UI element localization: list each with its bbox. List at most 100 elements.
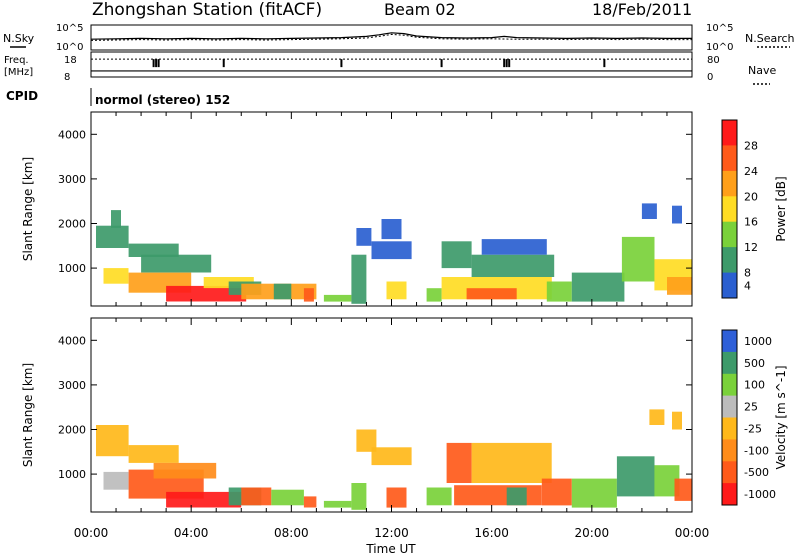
colorbar-label-3: 25 — [744, 401, 758, 414]
noise-left-tick-bottom: 10^0 — [56, 42, 83, 53]
colorbar-label-0: 28 — [744, 139, 758, 152]
heatmap-cell-11 — [351, 483, 367, 510]
y-tick-label-0: 1000 — [58, 468, 86, 481]
heatmap-cell-2 — [103, 471, 129, 490]
heatmap-cell-7 — [241, 487, 272, 506]
heatmap-cells — [96, 409, 692, 510]
heatmap-cell-19 — [441, 241, 472, 269]
freq-panel: Freq. [MHz] 18 8 80 0 Nave — [4, 51, 776, 85]
x-tick-label-6: 00:00 — [675, 526, 710, 540]
nave-dip-7 — [505, 59, 508, 68]
freq-unit-label: [MHz] — [4, 67, 33, 78]
heatmap-cell-2 — [128, 243, 179, 257]
y-axis-label: Slant Range [km] — [21, 363, 35, 467]
velocity-colorbar: 1000 500 100 25 -25 -100 -500 -1000 Velocity [m … — [721, 329, 788, 506]
colorbar-swatch-5 — [722, 247, 737, 273]
heatmap-cell-19 — [506, 487, 527, 506]
colorbar-label-4: 12 — [744, 241, 758, 254]
station-title: Zhongshan Station (fitACF) — [92, 0, 322, 20]
colorbar-swatch-4 — [722, 417, 737, 440]
y-tick-label-3: 4000 — [58, 334, 86, 347]
heatmap-cell-12 — [356, 429, 377, 452]
heatmap-cell-5 — [166, 491, 242, 508]
colorbar-swatch-0 — [722, 120, 737, 146]
heatmap-cell-10 — [273, 283, 292, 300]
heatmap-cell-30 — [667, 277, 692, 295]
heatmap-cell-8 — [271, 489, 304, 506]
nave-dip-5 — [440, 59, 443, 68]
x-axis-label: Time UT — [365, 542, 416, 554]
colorbar-label-2: 100 — [744, 379, 765, 392]
heatmap-cell-0 — [96, 225, 129, 248]
x-tick-label-4: 16:00 — [474, 526, 509, 540]
colorbar-swatch-7 — [722, 483, 737, 506]
beam-label: Beam 02 — [384, 0, 456, 19]
colorbar-label-1: 24 — [744, 165, 758, 178]
nave-dip-8 — [508, 59, 511, 68]
colorbar-label-5: -100 — [744, 444, 769, 457]
heatmap-cell-6 — [166, 285, 247, 302]
colorbar-title: Power [dB] — [774, 176, 788, 241]
heatmap-cell-26 — [674, 478, 692, 501]
colorbar-label-6: -500 — [744, 466, 769, 479]
colorbar-swatch-6 — [722, 461, 737, 484]
heatmap-cell-17 — [381, 219, 402, 240]
nave-dip-3 — [222, 59, 225, 68]
noise-right-tick-top: 10^5 — [706, 23, 733, 34]
heatmap-cell-0 — [96, 425, 129, 457]
colorbar-swatch-1 — [722, 145, 737, 172]
x-tick-label-2: 08:00 — [274, 526, 309, 540]
nave-dip-4 — [340, 59, 343, 68]
nave-tick-bottom: 0 — [707, 72, 713, 83]
heatmap-cell-13 — [351, 254, 367, 304]
nave-dip-6 — [503, 59, 506, 68]
colorbar-label-3: 16 — [744, 216, 758, 229]
heatmap-cell-9 — [303, 496, 317, 508]
nave-dip-2 — [157, 59, 160, 68]
colorbar-swatch-2 — [722, 170, 737, 197]
freq-tick-top: 18 — [64, 55, 77, 66]
colorbar-label-2: 20 — [744, 190, 758, 203]
y-tick-label-1: 2000 — [58, 423, 86, 436]
colorbar-label-6: 4 — [744, 279, 751, 292]
colorbar-swatch-3 — [722, 196, 737, 223]
y-axis-label: Slant Range [km] — [21, 157, 35, 261]
heatmap-cell-1 — [111, 210, 121, 228]
x-tick-label-0: 00:00 — [74, 526, 109, 540]
heatmap-cell-16 — [446, 442, 472, 483]
heatmap-cell-28 — [672, 205, 682, 224]
colorbar-title: Velocity [m s^-1] — [774, 365, 788, 469]
power-panel: 1000 2000 3000 4000 Slant Range [km] — [21, 111, 693, 307]
noise-left-tick-top: 10^5 — [56, 23, 83, 34]
heatmap-cell-15 — [426, 487, 452, 506]
colorbar-swatch-0 — [722, 330, 737, 353]
noise-search-trace — [90, 33, 692, 41]
cpid-text: normol (stereo) 152 — [95, 93, 230, 107]
nave-dip-1 — [155, 59, 158, 68]
heatmap-cell-17 — [471, 442, 552, 483]
x-tick-label-5: 20:00 — [575, 526, 610, 540]
colorbar-swatch-2 — [722, 373, 737, 397]
heatmap-cell-20 — [541, 478, 572, 506]
nave-dips — [152, 59, 606, 68]
heatmap-cell-18 — [454, 485, 542, 506]
heatmap-cell-24 — [546, 281, 572, 302]
power-colorbar: 28 24 20 16 12 84 Power [dB] — [721, 119, 788, 299]
colorbar-label-1: 500 — [744, 357, 765, 370]
noise-sky-label: N.Sky — [3, 32, 35, 45]
x-tick-label-3: 12:00 — [374, 526, 409, 540]
heatmap-cell-22 — [616, 456, 655, 497]
noise-right-tick-bottom: 10^0 — [706, 42, 733, 53]
nave-dip-0 — [152, 59, 155, 68]
heatmap-cell-21 — [571, 478, 617, 508]
heatmap-cell-1 — [128, 445, 179, 463]
heatmap-cell-18 — [426, 288, 442, 302]
heatmap-cell-16 — [371, 241, 412, 260]
nave-tick-top: 80 — [707, 55, 720, 66]
heatmap-cell-26 — [621, 236, 655, 282]
heatmap-cell-23 — [649, 409, 665, 425]
heatmap-cell-21 — [466, 288, 517, 300]
y-tick-label-0: 1000 — [58, 262, 86, 275]
heatmap-cell-14 — [356, 228, 372, 246]
